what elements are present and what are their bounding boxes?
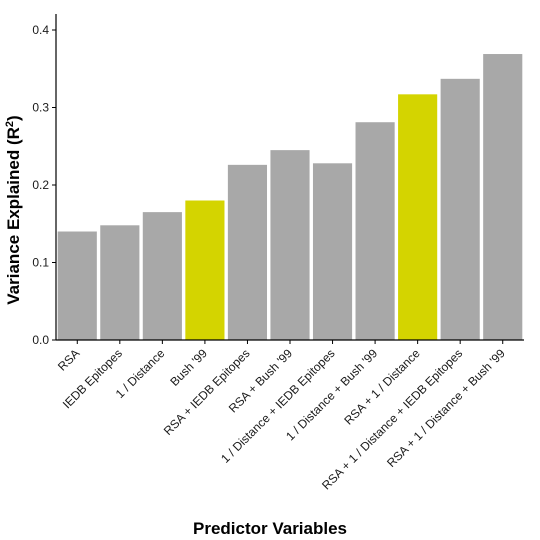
y-tick-label: 0.2: [32, 178, 49, 192]
bar-6: [270, 150, 310, 341]
bar-3: [142, 212, 182, 341]
y-tick-label: 0.1: [32, 256, 49, 270]
x-tick-label: RSA: [55, 346, 82, 373]
plot-area: [57, 54, 523, 341]
bar-2: [100, 225, 140, 340]
bar-4: [185, 200, 225, 340]
x-axis-title: Predictor Variables: [193, 519, 347, 538]
y-axis-title-suffix: ): [4, 115, 23, 121]
bar-10: [440, 78, 480, 340]
y-axis: 0.0 0.1 0.2 0.3 0.4: [32, 14, 57, 347]
bar-5: [227, 164, 268, 340]
y-tick-label: 0.3: [32, 101, 49, 115]
bar-8: [355, 122, 395, 340]
x-tick-label: Bush '99: [167, 346, 210, 389]
y-tick-label: 0.0: [32, 333, 49, 347]
bar-7: [312, 163, 353, 340]
x-tick-label: RSA + 1 / Distance: [341, 346, 423, 428]
y-axis-title-main: Variance Explained (R: [4, 127, 23, 305]
bar-11: [483, 54, 523, 340]
y-axis-title: Variance Explained (R2): [4, 115, 23, 304]
y-axis-title-superscript: 2: [4, 121, 16, 127]
y-tick-label: 0.4: [32, 23, 49, 37]
bar-1: [57, 231, 97, 340]
bar-9: [398, 94, 438, 340]
